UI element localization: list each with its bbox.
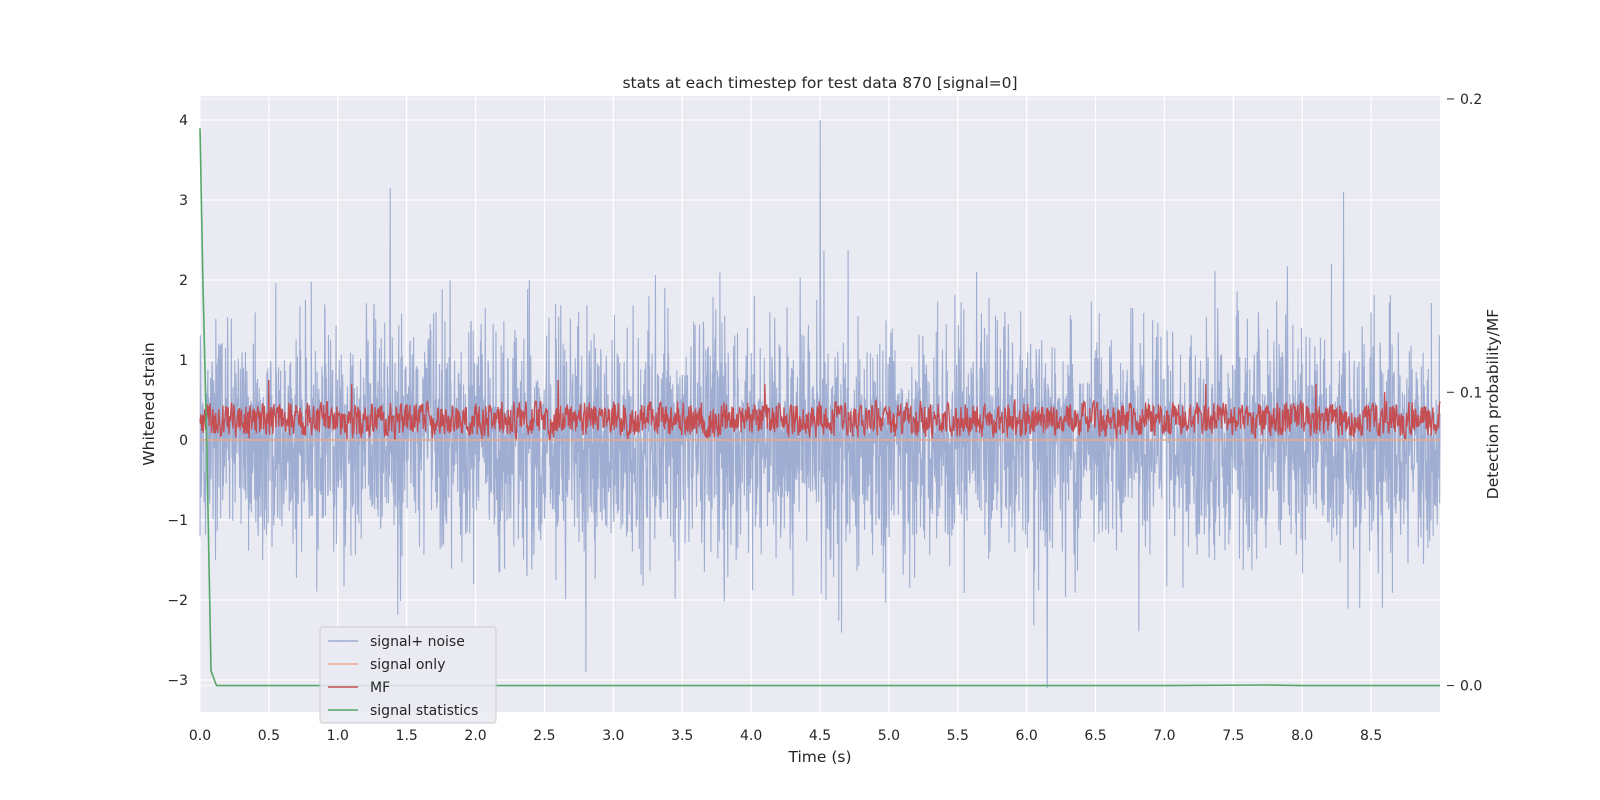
- x-tick-label: 7.5: [1222, 728, 1244, 744]
- x-tick-label: 6.0: [1016, 728, 1038, 744]
- y-tick-label-right: 0.2: [1460, 92, 1482, 108]
- x-tick-label: 6.5: [1084, 728, 1106, 744]
- y-tick-label-right: 0.1: [1460, 385, 1482, 401]
- x-tick-label: 5.0: [878, 728, 900, 744]
- legend-label-noise: signal+ noise: [370, 634, 465, 650]
- x-tick-label: 1.0: [327, 728, 349, 744]
- x-tick-label: 8.5: [1360, 728, 1382, 744]
- x-tick-label: 2.5: [533, 728, 555, 744]
- y-tick-label: −1: [167, 513, 188, 529]
- y-tick-label-right: 0.0: [1460, 679, 1482, 695]
- y-tick-label: 4: [179, 113, 188, 129]
- x-tick-label: 4.0: [740, 728, 762, 744]
- x-ticks: 0.0 0.5 1.0 1.5 2.0 2.5 3.0 3.5 4.0 4.5 5.0 5.5 6.0 6…: [189, 728, 1382, 744]
- x-axis-label: Time (s): [787, 748, 851, 766]
- x-tick-label: 0.0: [189, 728, 211, 744]
- y-tick-label: 1: [179, 353, 188, 369]
- x-tick-label: 0.5: [258, 728, 280, 744]
- y-tick-label: −3: [167, 673, 188, 689]
- y-tick-label: 3: [179, 193, 188, 209]
- y-axis-label-left: Whitened strain: [140, 342, 158, 465]
- y-axis-label-right: Detection probability/MF: [1484, 309, 1502, 500]
- mf-line: [199, 379, 1441, 441]
- y-ticks-left: −3 −2 −1 0 1 2 3 4: [167, 113, 188, 689]
- x-tick-label: 3.5: [671, 728, 693, 744]
- legend-box: [319, 626, 497, 724]
- legend: signal+ noise signal only MF signal stat…: [319, 626, 497, 724]
- x-tick-label: 4.5: [809, 728, 831, 744]
- y-tick-label: 2: [179, 273, 188, 289]
- y-tick-label: 0: [179, 433, 188, 449]
- legend-label-mf: MF: [370, 680, 390, 696]
- x-tick-label: 5.5: [947, 728, 969, 744]
- x-tick-label: 8.0: [1291, 728, 1313, 744]
- x-tick-label: 7.0: [1153, 728, 1175, 744]
- mf-series: [199, 379, 1441, 441]
- x-tick-label: 2.0: [464, 728, 486, 744]
- legend-label-stats: signal statistics: [370, 703, 478, 719]
- y-ticks-right: 0.0 0.1 0.2: [1447, 92, 1482, 695]
- y-tick-label: −2: [167, 593, 188, 609]
- chart-title: stats at each timestep for test data 870…: [622, 74, 1017, 92]
- legend-label-signal-only: signal only: [370, 657, 445, 673]
- x-tick-label: 3.0: [602, 728, 624, 744]
- x-tick-label: 1.5: [396, 728, 418, 744]
